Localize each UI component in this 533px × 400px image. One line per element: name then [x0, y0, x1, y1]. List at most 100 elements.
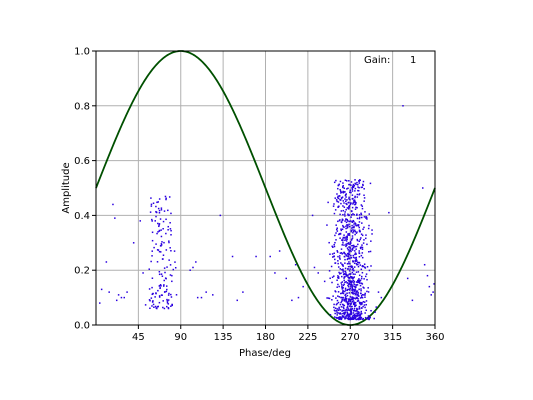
data-point — [360, 316, 363, 319]
data-point — [357, 318, 359, 321]
data-point — [355, 260, 357, 263]
data-point — [342, 268, 344, 271]
data-point — [334, 209, 337, 211]
data-point — [352, 186, 355, 189]
data-point — [337, 262, 339, 265]
data-point — [157, 231, 159, 233]
data-point — [342, 271, 344, 273]
data-point — [344, 275, 346, 278]
data-point — [347, 305, 349, 307]
data-point — [340, 221, 343, 223]
data-point — [345, 202, 347, 205]
data-point — [342, 287, 344, 289]
data-point — [345, 245, 347, 248]
data-point — [343, 300, 346, 302]
data-point — [361, 293, 364, 296]
data-point — [430, 294, 432, 296]
data-point — [351, 244, 354, 247]
data-point — [348, 180, 350, 182]
data-point — [302, 285, 304, 288]
data-point — [345, 274, 347, 276]
data-point — [347, 315, 350, 317]
data-point — [340, 292, 342, 295]
data-point — [170, 229, 172, 232]
data-point — [346, 236, 348, 239]
data-point — [349, 242, 352, 244]
data-point — [347, 268, 349, 270]
data-point — [344, 262, 346, 264]
data-point — [168, 259, 170, 261]
data-point — [164, 195, 167, 198]
data-point — [336, 251, 339, 253]
data-point — [351, 198, 354, 200]
data-point — [362, 265, 364, 268]
x-tick-label: 180 — [256, 332, 275, 343]
data-point — [353, 220, 355, 223]
data-point — [364, 267, 367, 269]
data-point — [329, 314, 332, 316]
data-point — [367, 318, 369, 320]
data-point — [366, 290, 368, 293]
data-point — [337, 276, 340, 278]
data-point — [345, 196, 347, 198]
data-point — [343, 255, 346, 258]
data-point — [155, 205, 157, 208]
data-point — [168, 196, 171, 198]
data-point — [351, 210, 353, 213]
data-point — [338, 183, 340, 186]
data-point — [337, 275, 339, 277]
data-point — [334, 241, 336, 244]
data-point — [112, 203, 114, 206]
data-point — [365, 237, 367, 240]
data-point — [343, 309, 345, 312]
data-point — [338, 219, 341, 222]
data-point — [350, 273, 352, 275]
data-point — [348, 223, 350, 226]
data-point — [336, 200, 338, 203]
data-point — [338, 257, 341, 259]
data-point — [358, 256, 361, 258]
data-point — [355, 253, 357, 255]
data-point — [368, 224, 370, 227]
data-point — [346, 306, 348, 309]
data-point — [151, 277, 154, 279]
data-point — [158, 296, 161, 298]
data-point — [343, 252, 345, 254]
data-point — [353, 283, 355, 286]
data-point — [336, 193, 338, 195]
data-point — [338, 296, 341, 298]
data-point — [338, 306, 340, 309]
data-point — [355, 224, 357, 226]
x-tick-label: 270 — [341, 332, 360, 343]
data-point — [364, 306, 366, 309]
data-point — [342, 213, 344, 216]
data-point — [358, 288, 360, 291]
data-point — [356, 309, 358, 312]
data-point — [357, 295, 360, 297]
data-point — [347, 274, 349, 276]
data-point — [337, 187, 339, 190]
data-point — [355, 232, 358, 234]
data-point — [365, 309, 367, 312]
data-point — [348, 270, 351, 272]
data-point — [358, 278, 360, 280]
data-point — [365, 317, 368, 320]
data-point — [343, 187, 345, 190]
data-point — [358, 274, 361, 277]
data-point — [353, 199, 356, 201]
data-point — [174, 261, 176, 263]
data-point — [352, 260, 354, 263]
data-point — [333, 203, 335, 205]
data-point — [339, 199, 342, 201]
data-point — [348, 313, 350, 316]
data-point — [352, 317, 354, 319]
data-point — [356, 296, 358, 299]
data-point — [340, 306, 343, 308]
data-point — [353, 223, 355, 225]
data-point — [353, 314, 356, 317]
data-point — [355, 281, 358, 283]
data-point — [346, 294, 349, 297]
data-point — [349, 300, 352, 303]
data-point — [356, 196, 359, 198]
